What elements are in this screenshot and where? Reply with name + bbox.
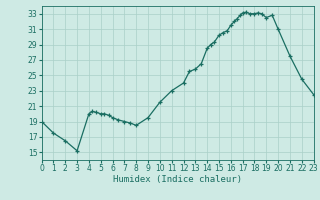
X-axis label: Humidex (Indice chaleur): Humidex (Indice chaleur) xyxy=(113,175,242,184)
